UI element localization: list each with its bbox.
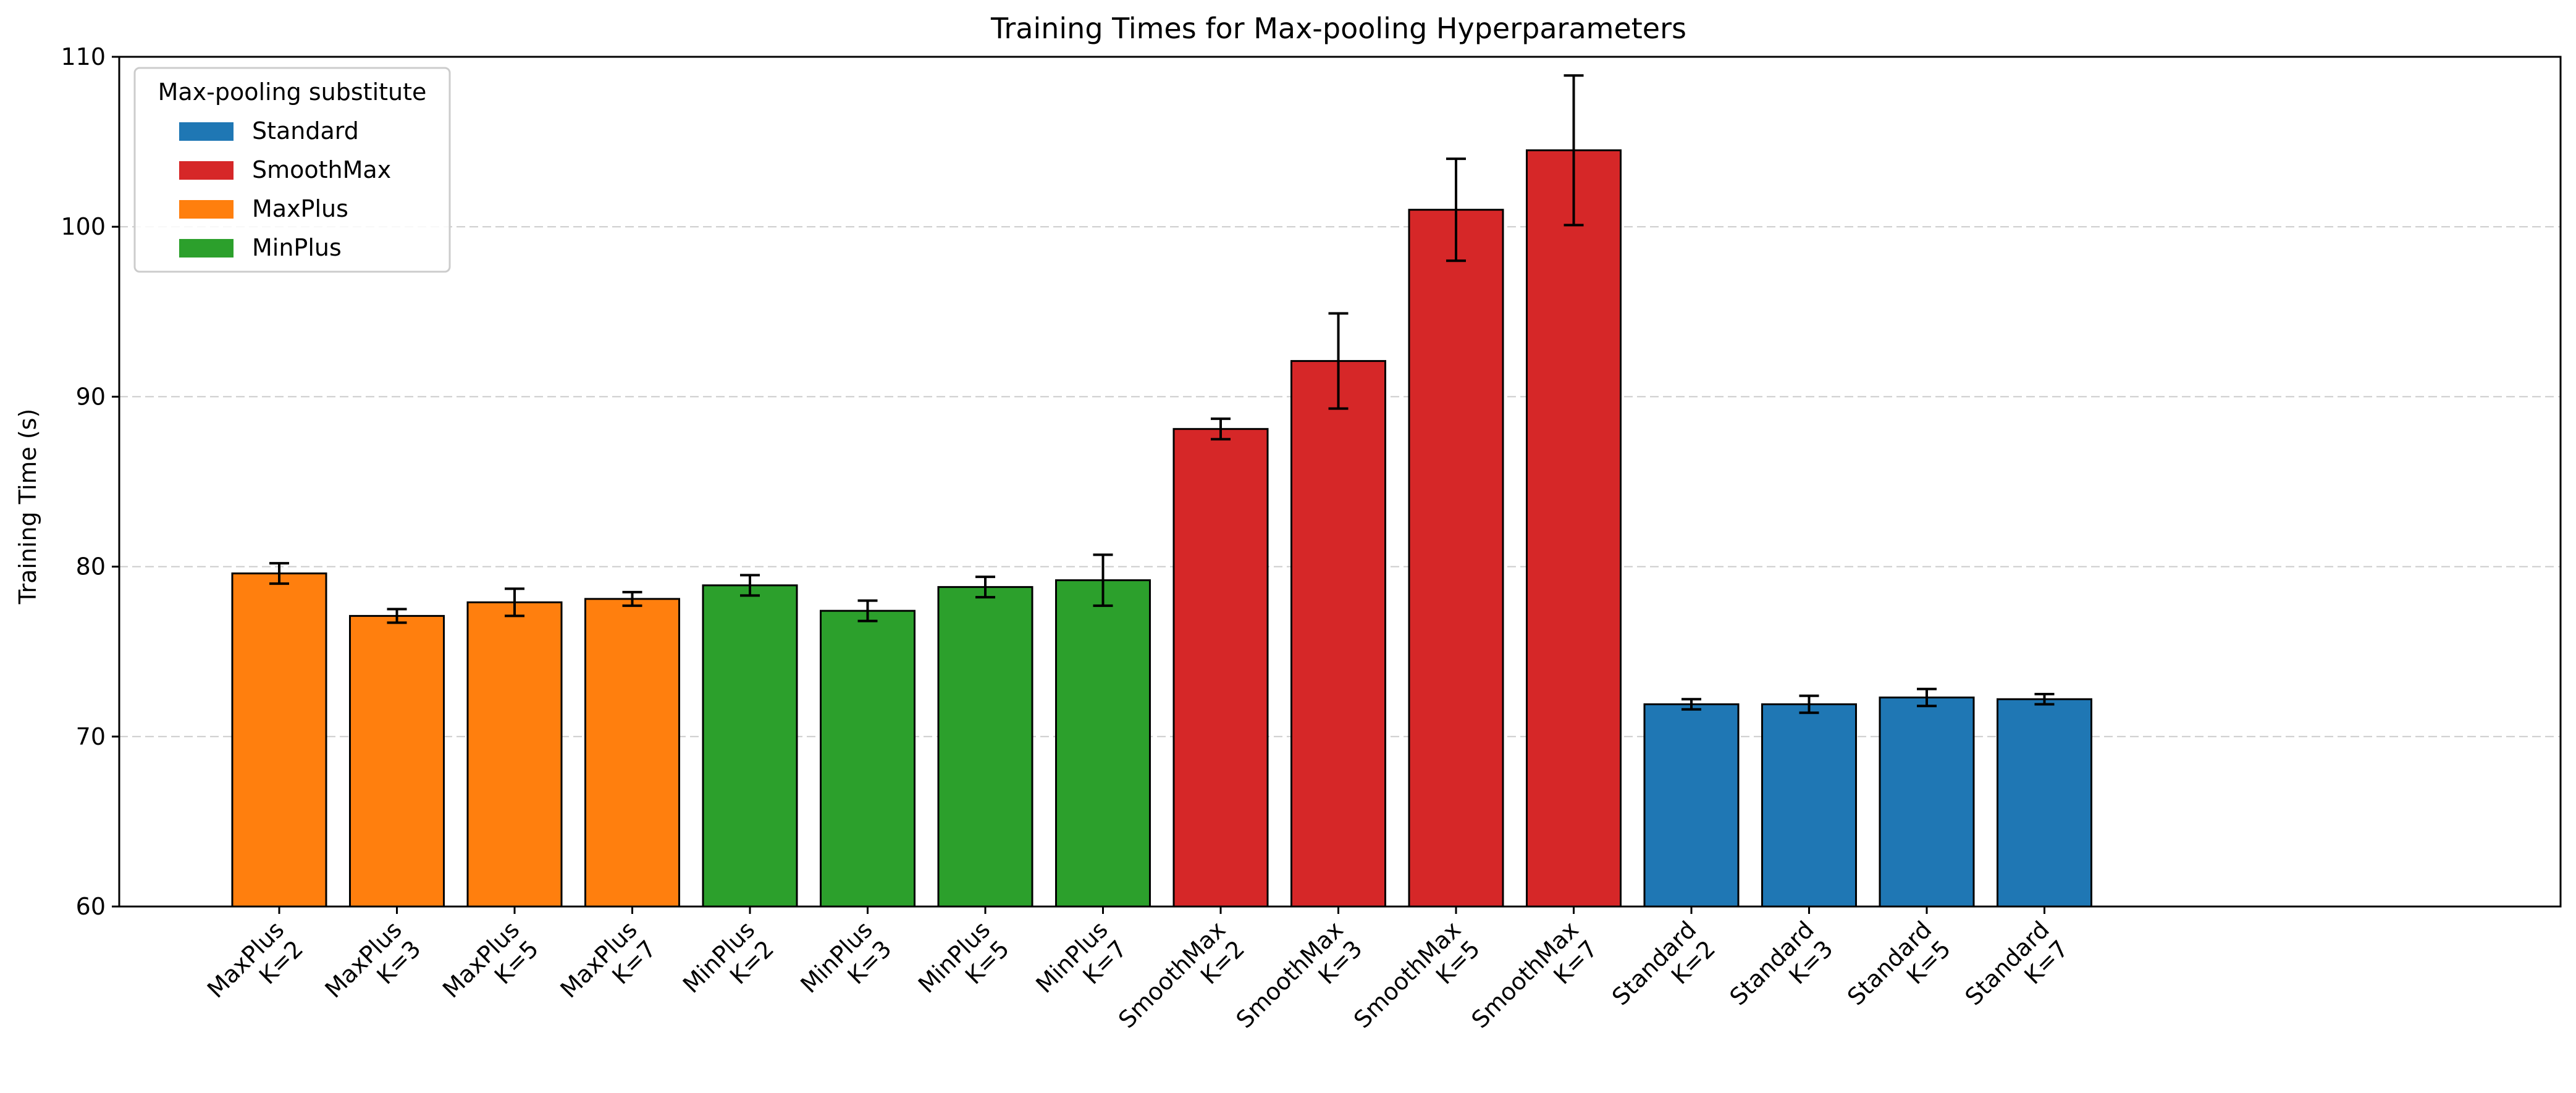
bar [349, 614, 445, 908]
legend-box [133, 67, 451, 273]
bar [937, 586, 1033, 908]
bar [1055, 579, 1151, 908]
bar [820, 609, 915, 908]
bar [1290, 360, 1386, 908]
bar [466, 601, 563, 908]
bar [1643, 703, 1740, 908]
bar [1879, 697, 1975, 908]
legend-label: MinPlus [252, 234, 342, 261]
legend-label: SmoothMax [252, 156, 391, 183]
y-tick-label: 80 [76, 553, 106, 580]
legend-swatch [179, 161, 234, 180]
bar [584, 598, 680, 908]
legend-title: Max-pooling substitute [158, 78, 427, 106]
y-tick-label: 110 [61, 43, 106, 70]
legend-entries: Standard SmoothMax MaxPlus MinPlus [179, 117, 391, 261]
error-bars [269, 74, 2055, 714]
chart-title: Training Times for Max-pooling Hyperpara… [990, 12, 1686, 45]
plot-frame [118, 56, 2562, 908]
bar [1997, 698, 2092, 908]
y-tick-label: 100 [61, 213, 106, 240]
y-tick-label: 70 [76, 723, 106, 750]
y-axis-label: Training Time (s) [14, 409, 41, 605]
legend-swatch [179, 200, 234, 219]
bars [231, 149, 2092, 908]
legend: Max-pooling substitute Standard SmoothMax… [133, 67, 451, 273]
legend-swatch [179, 239, 234, 258]
bar [1761, 703, 1857, 908]
y-tick-label: 90 [76, 383, 106, 410]
legend-label: MaxPlus [252, 195, 348, 222]
bar [1172, 428, 1269, 908]
bar [1526, 149, 1622, 908]
y-axis-ticks: 60 70 80 90 100 110 [61, 43, 119, 920]
bar [702, 584, 798, 908]
bar [231, 572, 327, 908]
legend-swatch [179, 122, 234, 141]
bar [1408, 209, 1504, 908]
y-tick-label: 60 [76, 893, 106, 920]
legend-label: Standard [252, 117, 359, 144]
